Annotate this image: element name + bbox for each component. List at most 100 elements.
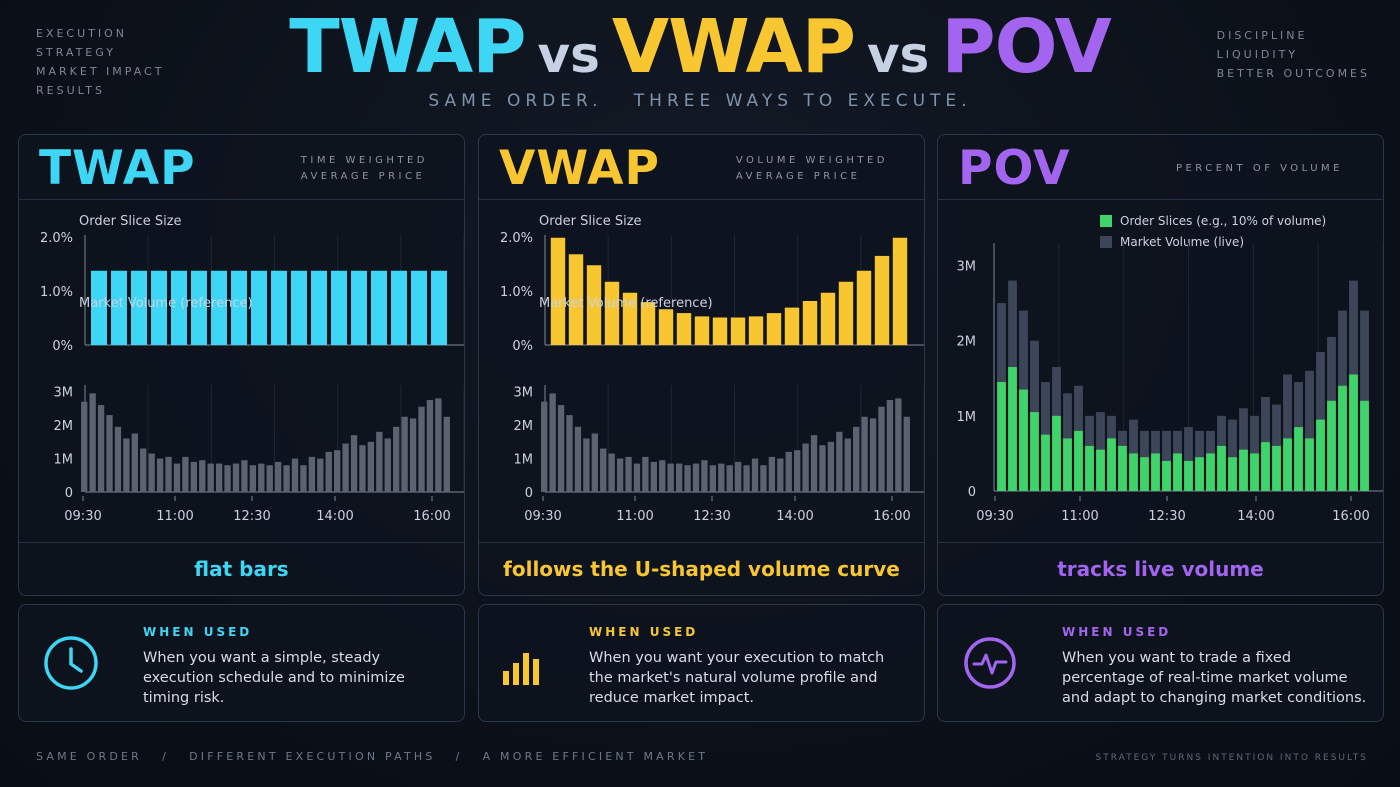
x-tick-label: 09:30 <box>524 509 561 524</box>
slice-bar <box>604 281 620 345</box>
volume-bar <box>140 448 147 492</box>
slice-bar <box>1162 460 1171 491</box>
volume-bar <box>199 460 206 492</box>
volume-bar <box>401 416 408 492</box>
slice-bar <box>1085 445 1094 491</box>
slice-bar <box>550 237 566 345</box>
slice-bar <box>151 270 167 345</box>
twap-chart: Order Slice Size 0% 1.0% 2.0% Market Volume … <box>40 214 464 524</box>
y-tick-label: 1M <box>54 453 74 468</box>
y-tick-label: 3M <box>54 386 74 401</box>
volume-bar <box>895 398 902 492</box>
y-tick-label: 0% <box>52 339 73 354</box>
slice-bar <box>1338 385 1347 491</box>
slice-bar <box>1360 400 1369 491</box>
panel-header: POV PERCENT OF VOLUME <box>938 135 1383 200</box>
corner-tag: EXECUTION <box>36 27 128 40</box>
title-vwap: VWAP <box>611 4 856 90</box>
volume-bar <box>81 401 88 492</box>
slice-bar <box>351 270 367 345</box>
y-tick-label: 2.0% <box>40 231 73 246</box>
slice-bar <box>1118 445 1127 491</box>
corner-tag: RESULTS <box>36 84 105 97</box>
slice-bar <box>131 270 147 345</box>
slice-bar <box>694 316 710 345</box>
volume-bar <box>701 460 708 492</box>
title-twap: TWAP <box>289 4 526 90</box>
volume-bar <box>827 441 835 492</box>
volume-bar <box>734 461 742 492</box>
volume-bar <box>777 458 784 492</box>
volume-bar <box>241 460 248 492</box>
volume-bar <box>1228 419 1237 491</box>
volume-bar <box>633 463 641 492</box>
volume-bar <box>418 406 425 492</box>
volume-bar <box>591 433 598 492</box>
volume-bar <box>266 465 273 492</box>
volume-bar <box>156 458 164 492</box>
slice-bar <box>856 270 872 345</box>
slice-bar <box>171 270 187 345</box>
slice-bar <box>271 270 287 345</box>
volume-bar <box>123 438 130 492</box>
x-tick-label: 16:00 <box>413 509 450 524</box>
slice-bar <box>658 309 674 345</box>
panel-header: TWAP TIME WEIGHTED AVERAGE PRICE <box>19 135 464 200</box>
volume-bar <box>785 451 792 492</box>
slice-bar <box>586 265 602 345</box>
slice-bar <box>1151 453 1160 491</box>
x-tick-label: 16:00 <box>1332 509 1369 524</box>
card-text: When you want to trade a fixed percentag… <box>1062 650 1367 706</box>
volume-bar <box>173 463 181 492</box>
card-label: WHEN USED <box>143 625 253 639</box>
volume-bar <box>1283 374 1292 491</box>
volume-bar <box>751 458 759 492</box>
slice-bar <box>211 270 227 345</box>
y-tick-label: 0 <box>525 486 533 501</box>
volume-bar <box>114 426 122 492</box>
volume-bar <box>574 426 582 492</box>
volume-bar <box>317 458 324 492</box>
panel-description-line: AVERAGE PRICE <box>735 171 861 182</box>
x-tick-label: 16:00 <box>873 509 910 524</box>
volume-bar <box>549 393 556 492</box>
y-tick-label: 2.0% <box>500 231 533 246</box>
volume-bar <box>675 463 683 492</box>
volume-bar <box>190 461 197 492</box>
x-tick-label: 12:30 <box>1148 509 1185 524</box>
slice-bar <box>874 255 890 345</box>
panel-description: VOLUME WEIGHTED AVERAGE PRICE <box>736 153 888 185</box>
clock-icon <box>44 636 98 690</box>
volume-bar <box>325 451 332 492</box>
x-tick-label: 12:30 <box>233 509 270 524</box>
volume-bar <box>886 400 894 492</box>
corner-tag: STRATEGY <box>36 46 116 59</box>
volume-bar <box>131 433 138 492</box>
slice-bar <box>1316 419 1325 491</box>
volume-bar <box>283 465 290 492</box>
y-tick-label: 3M <box>957 260 977 275</box>
panel-description-line: AVERAGE PRICE <box>300 171 426 182</box>
volume-bar <box>583 438 590 492</box>
slice-bar <box>820 292 836 345</box>
y-tick-label: 1M <box>957 410 977 425</box>
panel-footer: flat bars <box>19 542 464 595</box>
corner-tag: DISCIPLINE <box>1216 29 1308 42</box>
panel-footer: follows the U-shaped volume curve <box>479 542 924 595</box>
card-label: WHEN USED <box>589 625 699 639</box>
volume-bar <box>642 456 649 492</box>
slice-bar <box>231 270 247 345</box>
panel-title: TWAP <box>39 141 196 196</box>
volume-bar <box>367 441 375 492</box>
pulse-icon <box>964 637 1016 689</box>
pov-when-used-card: WHEN USED When you want to trade a fixed… <box>937 604 1384 722</box>
title-vs: vs <box>537 26 600 84</box>
volume-bar <box>659 460 666 492</box>
volume-bar <box>426 400 434 492</box>
corner-tags-left: EXECUTION STRATEGY MARKET IMPACT RESULTS <box>36 24 164 100</box>
volume-bar <box>760 465 767 492</box>
x-tick-label: 11:00 <box>1061 509 1098 524</box>
volume-bar <box>308 456 316 492</box>
bar-chart-icon <box>503 653 539 685</box>
volume-bar <box>350 435 358 492</box>
